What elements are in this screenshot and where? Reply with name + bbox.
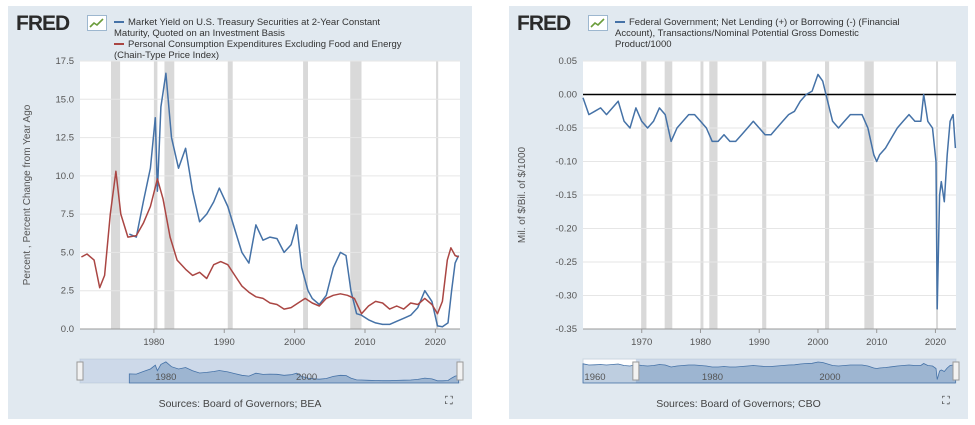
y-tick-label: 15.0	[56, 94, 75, 105]
y-tick-label: 0.0	[61, 324, 74, 335]
series-line	[582, 73, 957, 310]
y-axis-label: Mil. of $/Bil. of $/1000	[517, 146, 528, 243]
source-text: Sources: Board of Governors; BEA	[158, 398, 322, 410]
navigator-selection	[635, 359, 956, 383]
chart-line-icon	[87, 15, 107, 31]
chart-line-icon	[588, 15, 608, 31]
x-tick-label: 1970	[631, 337, 652, 348]
x-tick-label: 2010	[354, 337, 375, 348]
legend: Market Yield on U.S. Treasury Securities…	[114, 17, 404, 61]
source-text: Sources: Board of Governors; CBO	[656, 398, 821, 410]
legend-item-blue[interactable]: Federal Government; Net Lending (+) or B…	[615, 17, 915, 50]
navigator-selection	[80, 359, 460, 383]
navigator-label: 2000	[819, 372, 840, 383]
x-tick-label: 1980	[690, 337, 711, 348]
recession-band	[110, 61, 121, 329]
navigator-label: 1980	[155, 372, 176, 383]
y-axis-label: Percent , Percent Change from Year Ago	[22, 104, 33, 285]
y-tick-label: -0.10	[555, 157, 577, 168]
chart-svg-left[interactable]: 0.0 2.5 5.0 7.5 10.0 12.5 15.0 17.5 1980 1990 2000…	[8, 6, 472, 419]
legend-swatch-blue	[615, 21, 625, 24]
y-tick-label: -0.30	[555, 291, 577, 302]
navigator-series	[128, 361, 460, 384]
y-tick-label: 17.5	[56, 56, 75, 67]
y-tick-label: 0.00	[559, 90, 578, 101]
fred-logo[interactable]: FRED	[16, 12, 70, 35]
chart-panel-left: FRED Market Yield on U.S. Treasury Secur…	[8, 6, 472, 419]
x-tick-label: 1990	[749, 337, 770, 348]
legend-label-blue: Market Yield on U.S. Treasury Securities…	[114, 17, 381, 39]
x-tick-label: 2020	[425, 337, 446, 348]
fred-logo[interactable]: FRED	[517, 12, 571, 35]
legend-label-red: Personal Consumption Expenditures Exclud…	[114, 39, 402, 61]
navigator-handle	[456, 361, 464, 381]
recession-band	[227, 61, 233, 329]
recession-band	[153, 61, 158, 329]
x-tick-label: 1990	[214, 337, 235, 348]
navigator-handle	[952, 361, 960, 381]
y-tick-label: 5.0	[61, 247, 74, 258]
y-tick-label: -0.05	[555, 123, 577, 134]
chart-panel-right: FRED Federal Government; Net Lending (+)…	[509, 6, 968, 419]
recession-band	[350, 61, 362, 329]
navigator-series	[582, 361, 956, 384]
legend-item-blue[interactable]: Market Yield on U.S. Treasury Securities…	[114, 17, 404, 39]
x-tick-label: 2000	[807, 337, 828, 348]
y-tick-label: -0.35	[555, 324, 577, 335]
y-tick-label: 2.5	[61, 286, 74, 297]
y-tick-label: -0.15	[555, 190, 577, 201]
legend-swatch-blue	[114, 21, 124, 24]
y-tick-label: -0.20	[555, 224, 577, 235]
legend: Federal Government; Net Lending (+) or B…	[615, 17, 915, 50]
y-tick-label: 10.0	[56, 171, 75, 182]
recession-band	[436, 61, 439, 329]
recession-band	[303, 61, 308, 329]
legend-label-blue: Federal Government; Net Lending (+) or B…	[615, 17, 900, 50]
y-tick-label: 7.5	[61, 209, 74, 220]
recession-band	[164, 61, 175, 329]
navigator-label: 2000	[296, 372, 317, 383]
plot-area	[80, 61, 460, 329]
series-line	[81, 170, 459, 315]
series-line	[129, 72, 460, 328]
legend-item-red[interactable]: Personal Consumption Expenditures Exclud…	[114, 39, 404, 61]
fullscreen-icon[interactable]: ⛶	[942, 395, 950, 407]
navigator-handle	[632, 361, 640, 381]
x-tick-label: 2000	[284, 337, 305, 348]
y-tick-label: -0.25	[555, 257, 577, 268]
navigator-label: 1980	[702, 372, 723, 383]
x-tick-label: 1980	[143, 337, 164, 348]
y-tick-label: 12.5	[56, 133, 75, 144]
x-tick-label: 2020	[925, 337, 946, 348]
navigator-handle	[76, 361, 84, 381]
y-tick-label: 0.05	[559, 56, 578, 67]
legend-swatch-red	[114, 43, 124, 46]
navigator-label: 1960	[584, 372, 605, 383]
chart-svg-right[interactable]: 0.05 0.00 -0.05 -0.10 -0.15 -0.20 -0.25 -0.30 -0…	[509, 6, 968, 419]
x-tick-label: 2010	[866, 337, 887, 348]
fullscreen-icon[interactable]: ⛶	[445, 395, 453, 407]
